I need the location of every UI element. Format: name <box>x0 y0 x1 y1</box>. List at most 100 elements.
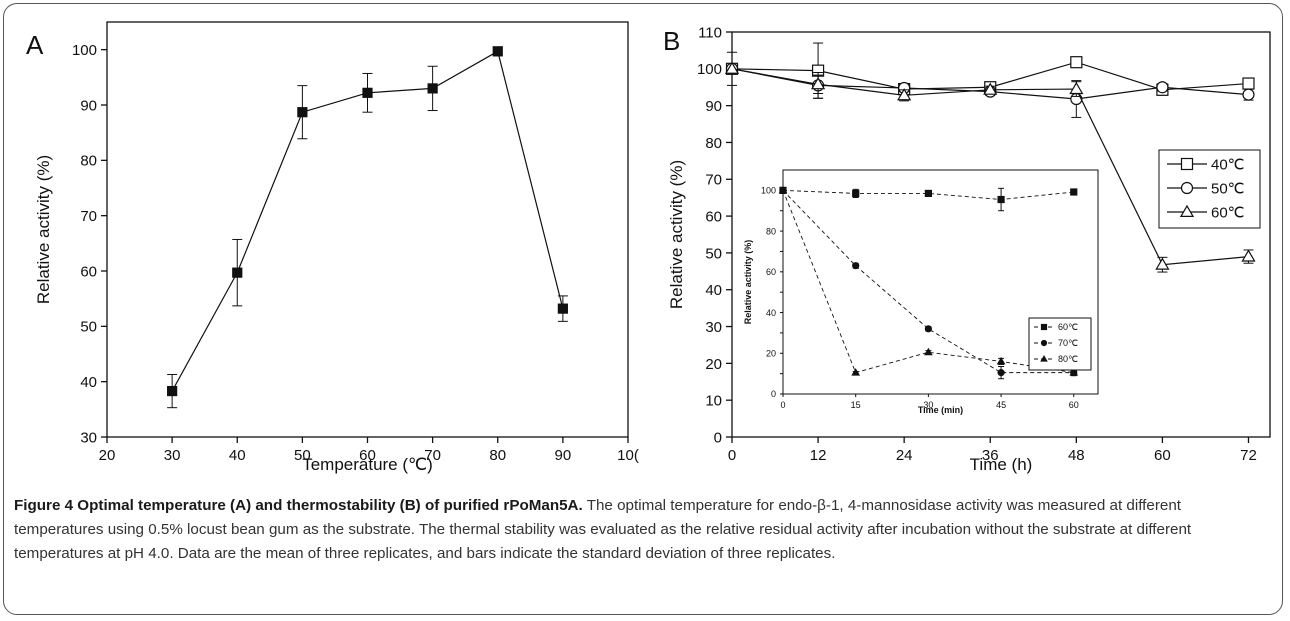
y-tick-label: 50 <box>705 245 722 262</box>
x-tick-label: 0 <box>780 400 785 410</box>
x-tick-label: 30 <box>923 400 933 410</box>
y-axis-label: Relative activity (%) <box>667 160 686 309</box>
y-tick-label: 80 <box>705 135 722 152</box>
legend-label: 70℃ <box>1058 338 1078 348</box>
legend-box <box>1028 317 1092 371</box>
y-tick-label: 60 <box>80 263 97 280</box>
series-line <box>782 190 1074 374</box>
y-tick-label: 10 <box>705 393 722 410</box>
x-tick-label: 20 <box>99 447 116 464</box>
y-tick-label: 80 <box>766 226 776 236</box>
legend-label: 60℃ <box>1211 204 1245 221</box>
data-point <box>1155 257 1170 270</box>
x-tick-label: 45 <box>996 400 1006 410</box>
panel-label: B <box>663 26 680 56</box>
x-tick-label: 48 <box>1068 447 1085 464</box>
legend-marker <box>1180 157 1194 171</box>
legend-label: 50℃ <box>1211 180 1245 197</box>
data-point <box>997 195 1005 204</box>
y-tick-label: 60 <box>705 208 722 225</box>
x-tick-label: 10( <box>617 447 639 464</box>
y-tick-label: 0 <box>771 389 776 399</box>
y-tick-label: 70 <box>80 208 97 225</box>
x-tick-label: 12 <box>810 447 827 464</box>
data-point <box>362 87 373 98</box>
caption-title: Figure 4 Optimal temperature (A) and the… <box>14 497 583 514</box>
x-tick-label: 36 <box>982 447 999 464</box>
x-tick-label: 15 <box>851 400 861 410</box>
data-point <box>924 325 932 333</box>
legend-box <box>1158 149 1261 229</box>
caption-body: The optimal temperature for endo-β-1, 4-… <box>14 497 1192 562</box>
legend-marker <box>1179 204 1195 217</box>
data-point <box>1069 81 1084 95</box>
y-axis-label: Relative activity (%) <box>743 240 753 325</box>
y-tick-label: 40 <box>766 308 776 318</box>
plot-frame <box>782 169 1099 395</box>
panel-b-chart: 0 12 24 36 48 60 72 0 10 20 30 40 50 60 70 80 90 100 110 Ti… <box>663 24 1271 474</box>
y-tick-label: 30 <box>80 429 97 446</box>
data-point <box>1241 249 1256 262</box>
y-tick-label: 60 <box>766 267 776 277</box>
data-point <box>852 189 860 198</box>
y-tick-label: 70 <box>705 172 722 189</box>
legend-marker <box>1040 339 1048 347</box>
y-tick-label: 30 <box>705 319 722 336</box>
y-tick-label: 40 <box>705 282 722 299</box>
data-point <box>851 368 861 376</box>
plot-frame <box>731 31 1271 438</box>
x-tick-label: 60 <box>1154 447 1171 464</box>
data-point <box>1156 81 1169 94</box>
panel-a-chart: 20 30 40 50 60 70 80 90 10(30405060708090100Temp… <box>26 21 639 474</box>
data-point <box>897 88 912 101</box>
data-point <box>924 347 933 356</box>
y-tick-label: 90 <box>80 97 97 114</box>
data-point <box>1070 56 1083 69</box>
legend-marker <box>1180 181 1194 195</box>
data-point <box>492 46 503 57</box>
data-point <box>1070 188 1078 196</box>
x-tick-label: 90 <box>555 447 572 464</box>
panel-label: A <box>26 30 44 60</box>
data-point <box>724 61 740 74</box>
data-point <box>167 385 178 397</box>
x-tick-label: 72 <box>1240 447 1257 464</box>
x-tick-label: 70 <box>424 447 441 464</box>
legend-label: 60℃ <box>1058 322 1078 332</box>
y-tick-label: 90 <box>705 98 722 115</box>
x-tick-label: 30 <box>164 447 181 464</box>
data-point <box>924 189 932 198</box>
data-point <box>810 77 826 90</box>
legend-marker <box>1040 355 1048 362</box>
y-axis-label: Relative activity (%) <box>34 155 53 304</box>
x-tick-label: 50 <box>294 447 311 464</box>
x-axis-label: Temperature (℃) <box>302 455 433 474</box>
y-tick-label: 80 <box>80 153 97 170</box>
panel-b-inset-chart: 0 15 30 45 60 0 20 40 60 80 100 Time (min) Relative … <box>743 169 1099 415</box>
data-point <box>983 82 998 95</box>
data-point <box>427 83 438 94</box>
x-tick-label: 24 <box>896 447 913 464</box>
legend-marker <box>1040 323 1048 331</box>
data-point <box>232 267 243 278</box>
x-tick-label: 60 <box>1069 400 1079 410</box>
y-tick-label: 20 <box>705 356 722 373</box>
data-point <box>1069 368 1079 376</box>
y-tick-label: 100 <box>72 42 97 59</box>
data-point <box>557 303 568 314</box>
data-point <box>297 107 308 118</box>
data-point <box>1242 88 1255 101</box>
x-tick-label: 40 <box>229 447 246 464</box>
data-point <box>997 369 1005 377</box>
y-tick-label: 40 <box>80 374 97 391</box>
y-tick-label: 110 <box>698 24 722 41</box>
legend-label: 40℃ <box>1211 156 1245 173</box>
data-point <box>1242 77 1255 90</box>
x-tick-label: 80 <box>489 447 506 464</box>
data-point <box>778 185 788 194</box>
x-axis-label: Time (min) <box>918 405 963 415</box>
data-point <box>852 262 860 270</box>
y-tick-label: 0 <box>714 429 722 446</box>
x-axis-label: Time (h) <box>970 455 1033 474</box>
y-tick-label: 100 <box>761 186 776 196</box>
